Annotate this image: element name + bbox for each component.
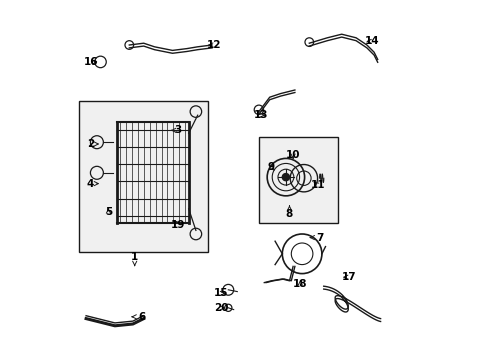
- Bar: [258, 137, 337, 223]
- Text: 18: 18: [292, 279, 307, 289]
- Text: 14: 14: [364, 36, 379, 46]
- Text: 1: 1: [131, 252, 138, 266]
- Text: 11: 11: [310, 180, 325, 190]
- Text: 9: 9: [267, 162, 274, 172]
- Text: 20: 20: [213, 303, 228, 313]
- Bar: [79, 101, 208, 252]
- Text: 2: 2: [86, 139, 98, 149]
- Text: 4: 4: [86, 179, 98, 189]
- Text: 17: 17: [341, 272, 355, 282]
- Text: 6: 6: [132, 312, 145, 322]
- Text: 8: 8: [285, 206, 292, 219]
- Circle shape: [282, 174, 289, 181]
- Text: 15: 15: [213, 288, 228, 298]
- Text: 5: 5: [104, 207, 112, 217]
- Text: 16: 16: [84, 57, 99, 67]
- Text: 10: 10: [285, 150, 300, 160]
- Text: 13: 13: [253, 110, 267, 120]
- Text: 12: 12: [206, 40, 221, 50]
- Text: 7: 7: [310, 233, 323, 243]
- Text: 19: 19: [170, 220, 185, 230]
- Text: 3: 3: [171, 125, 181, 135]
